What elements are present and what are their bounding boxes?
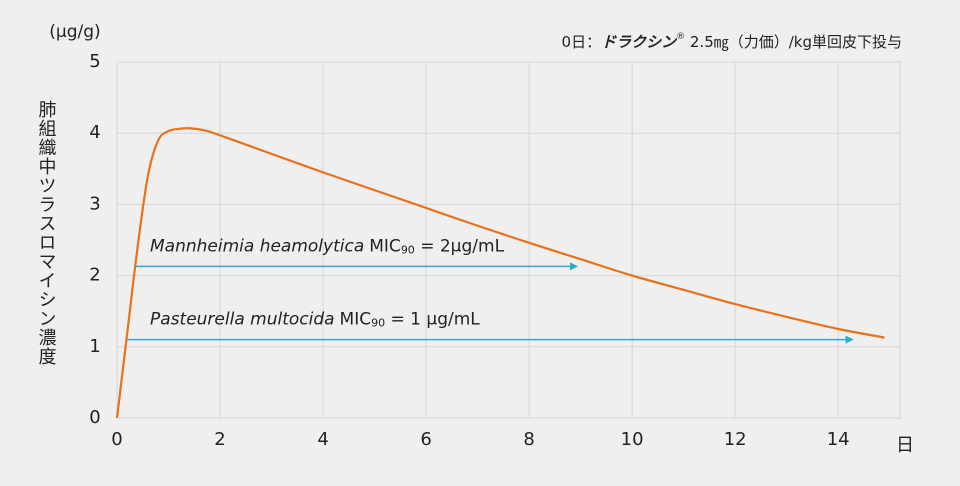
mic-value: = 1 μg/mL: [385, 310, 480, 330]
y-axis-label: 肺組織中ツラスロマイシン濃度: [36, 100, 57, 366]
mic-label: Mannheimia heamolytica MIC90 = 2μg/mL: [150, 236, 505, 256]
x-tick-label: 6: [420, 429, 431, 450]
organism: Pasteurella multocida: [150, 310, 335, 330]
y-tick-label: 1: [89, 336, 100, 357]
arrow-head: [845, 335, 854, 344]
x-axis-label: 日: [896, 435, 914, 456]
subtitle-mark: ®: [676, 32, 685, 42]
metric: MIC: [369, 236, 401, 256]
arrow-head: [570, 262, 579, 271]
subtitle-dose: 2.5㎎（力価）/kg単回皮下投与: [685, 33, 902, 51]
x-tick-label: 8: [523, 429, 534, 450]
x-tick-label: 10: [621, 429, 644, 450]
y-tick-label: 3: [89, 193, 100, 214]
y-tick-label: 2: [89, 265, 100, 286]
data-line: [115, 127, 885, 419]
y-tick-label: 5: [89, 51, 100, 72]
organism: Mannheimia heamolytica: [150, 236, 364, 256]
x-tick-label: 0: [111, 429, 122, 450]
y-tick-label: 0: [89, 407, 100, 428]
mic-value: = 2μg/mL: [415, 236, 505, 256]
y-tick-label: 4: [89, 122, 100, 143]
subtitle-day: 0日：: [562, 33, 602, 51]
mic-label: Pasteurella multocida MIC90 = 1 μg/mL: [150, 310, 480, 330]
metric-subscript: 90: [371, 317, 385, 330]
subtitle: 0日：ドラクシン® 2.5㎎（力価）/kg単回皮下投与: [562, 32, 902, 51]
x-tick-label: 4: [317, 429, 328, 450]
y-unit: (μg/g): [49, 22, 100, 42]
x-tick-label: 2: [214, 429, 225, 450]
x-tick-label: 14: [827, 429, 850, 450]
metric-subscript: 90: [401, 243, 415, 256]
subtitle-brand: ドラクシン: [601, 33, 678, 51]
metric: MIC: [340, 310, 372, 330]
x-tick-label: 12: [724, 429, 747, 450]
